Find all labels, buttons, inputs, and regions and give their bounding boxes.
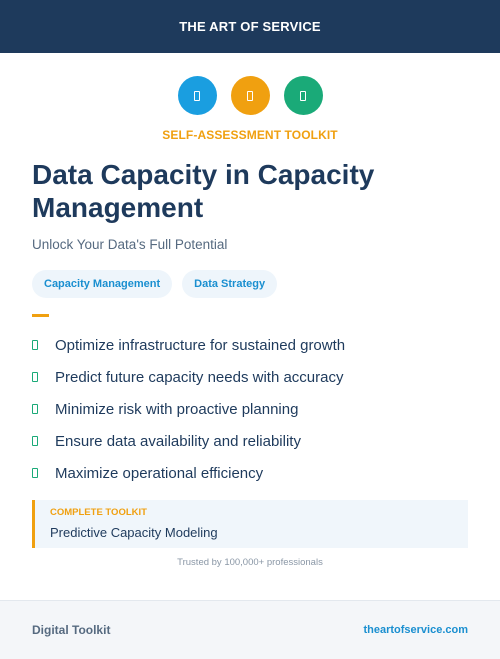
list-item: Optimize infrastructure for sustained gr… (32, 329, 472, 361)
check-icon (32, 468, 38, 478)
page-title: Data Capacity in Capacity Management (32, 159, 375, 223)
list-item: Ensure data availability and reliability (32, 425, 472, 457)
accent-divider (32, 314, 49, 317)
feature-text: Predict future capacity needs with accur… (55, 368, 344, 386)
feature-text: Ensure data availability and reliability (55, 432, 301, 450)
subtitle: Unlock Your Data's Full Potential (32, 237, 228, 252)
callout-text: Predictive Capacity Modeling (50, 525, 218, 540)
callout-label: COMPLETE TOOLKIT (50, 507, 147, 518)
database-icon (177, 76, 217, 115)
chart-icon (230, 76, 270, 115)
tag-data-strategy[interactable]: Data Strategy (182, 270, 278, 298)
list-item: Predict future capacity needs with accur… (32, 361, 472, 393)
footer-label: Digital Toolkit (32, 623, 111, 637)
feature-text: Optimize infrastructure for sustained gr… (55, 336, 346, 354)
check-icon (32, 372, 38, 382)
check-icon (32, 404, 38, 414)
check-icon (32, 340, 38, 350)
website-link[interactable]: theartofservice.com (363, 624, 468, 636)
tag-list: Capacity Management Data Strategy (32, 270, 278, 298)
kicker-label: SELF-ASSESSMENT TOOLKIT (162, 128, 338, 142)
brand-name: THE ART OF SERVICE (179, 19, 321, 34)
feature-text: Minimize risk with proactive planning (55, 400, 299, 418)
trusted-note: Trusted by 100,000+ professionals (177, 557, 323, 568)
icon-row (0, 76, 500, 116)
footer-bar: Digital Toolkit theartofservice.com (0, 600, 500, 659)
check-icon (32, 436, 38, 446)
list-item: Maximize operational efficiency (32, 457, 472, 489)
feature-list: Optimize infrastructure for sustained gr… (32, 329, 472, 489)
tag-capacity-management[interactable]: Capacity Management (32, 270, 173, 298)
shield-icon (283, 76, 323, 115)
header-bar: THE ART OF SERVICE (0, 0, 500, 53)
list-item: Minimize risk with proactive planning (32, 393, 472, 425)
toolkit-callout: COMPLETE TOOLKIT Predictive Capacity Mod… (32, 500, 468, 548)
feature-text: Maximize operational efficiency (55, 464, 264, 482)
